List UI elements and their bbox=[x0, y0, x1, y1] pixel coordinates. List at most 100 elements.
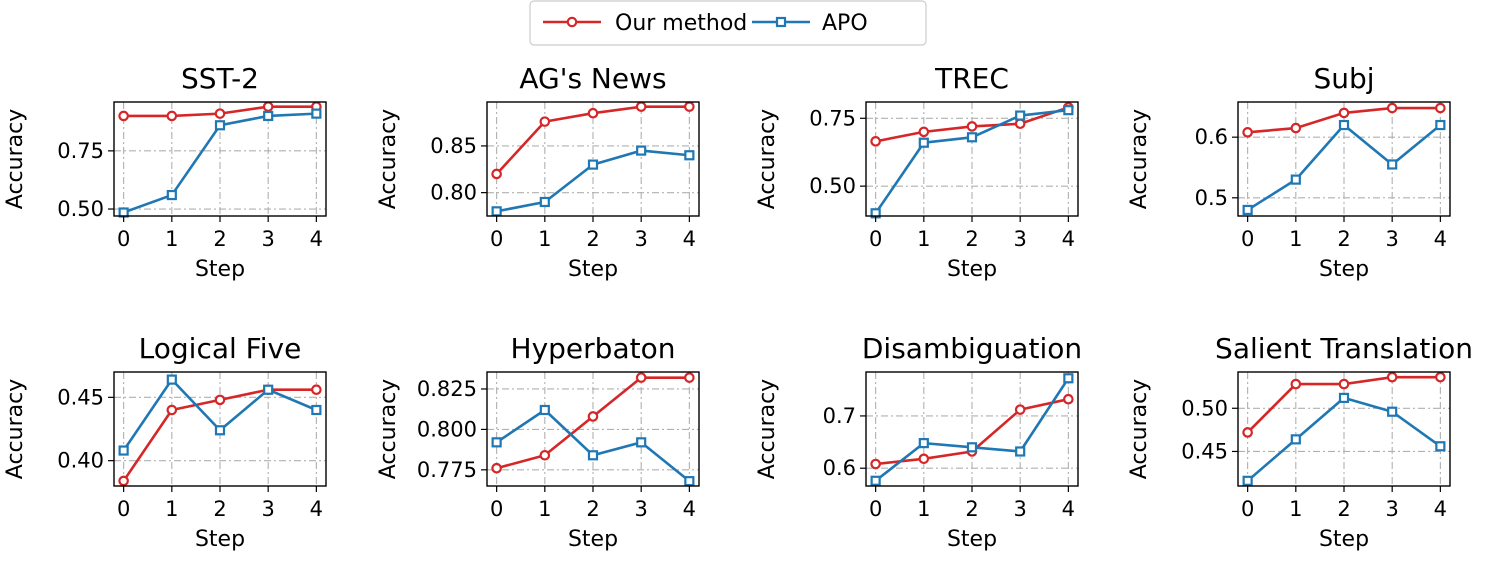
y-tick-label: 0.800 bbox=[417, 417, 477, 441]
y-axis-label: Accuracy bbox=[1127, 109, 1152, 209]
y-tick-label: 0.6 bbox=[823, 456, 856, 480]
data-point bbox=[684, 372, 695, 383]
data-point bbox=[1242, 204, 1253, 216]
x-tick-label: 2 bbox=[965, 497, 978, 521]
legend-label-apo: APO bbox=[822, 11, 868, 36]
data-point bbox=[263, 110, 274, 122]
x-tick-label: 4 bbox=[683, 227, 696, 251]
y-tick-label: 0.85 bbox=[430, 134, 477, 158]
y-axis-label: Accuracy bbox=[3, 109, 28, 209]
subplot-salient-translation: 0 1 2 3 4 0.45 0.50 Salient Translation Step Accu… bbox=[1127, 332, 1473, 552]
data-point bbox=[870, 458, 881, 470]
data-point bbox=[1338, 392, 1350, 404]
x-tick-label: 1 bbox=[538, 227, 551, 251]
data-point bbox=[1435, 371, 1446, 383]
chart-title: Hyperbaton bbox=[511, 332, 676, 365]
data-point bbox=[1063, 373, 1074, 384]
data-point bbox=[587, 450, 599, 461]
x-tick-label: 3 bbox=[634, 227, 647, 251]
data-point bbox=[166, 189, 177, 201]
data-point bbox=[870, 475, 881, 486]
data-point bbox=[918, 438, 929, 449]
subplot-trec: 0 1 2 3 4 0.50 0.75 TREC Step Accuracy bbox=[755, 62, 1079, 282]
x-tick-label: 1 bbox=[917, 497, 930, 521]
x-tick-label: 2 bbox=[213, 497, 226, 521]
x-tick-label: 0 bbox=[869, 227, 882, 251]
data-point bbox=[1435, 102, 1446, 114]
series-apo bbox=[491, 404, 695, 487]
data-point bbox=[166, 404, 178, 416]
data-point bbox=[1290, 122, 1302, 134]
data-point bbox=[1242, 127, 1253, 138]
x-tick-label: 0 bbox=[117, 227, 130, 251]
x-tick-label: 0 bbox=[117, 497, 130, 521]
data-point bbox=[491, 462, 502, 474]
x-tick-label: 3 bbox=[1013, 497, 1026, 521]
y-tick-label: 0.45 bbox=[1181, 439, 1228, 463]
data-point bbox=[118, 445, 129, 456]
subplot-ag-s-news: 0 1 2 3 4 0.80 0.85 AG's News Step Accuracy bbox=[376, 62, 700, 282]
grid-lines bbox=[114, 102, 326, 216]
x-tick-label: 4 bbox=[310, 497, 323, 521]
data-point bbox=[1242, 427, 1253, 438]
data-point bbox=[1063, 393, 1074, 405]
data-point bbox=[311, 384, 322, 396]
data-point bbox=[118, 475, 129, 487]
data-point bbox=[166, 374, 177, 385]
series-apo bbox=[118, 374, 322, 456]
data-point bbox=[1387, 159, 1398, 170]
data-point bbox=[118, 110, 129, 122]
data-point bbox=[491, 437, 502, 448]
y-tick-label: 0.50 bbox=[1181, 396, 1228, 420]
data-point bbox=[1435, 441, 1446, 452]
data-point bbox=[491, 206, 502, 217]
y-tick-label: 0.75 bbox=[809, 106, 856, 130]
data-point bbox=[263, 384, 274, 395]
x-tick-label: 2 bbox=[965, 227, 978, 251]
x-axis-label: Step bbox=[1319, 257, 1369, 282]
legend: Our method APO bbox=[529, 0, 927, 46]
x-tick-label: 3 bbox=[261, 227, 274, 251]
data-point bbox=[214, 394, 226, 406]
x-tick-label: 4 bbox=[1062, 497, 1075, 521]
chart-title: Salient Translation bbox=[1215, 332, 1473, 365]
chart-title: Subj bbox=[1313, 62, 1374, 95]
grid-lines bbox=[866, 372, 1078, 486]
y-tick-label: 0.45 bbox=[57, 385, 104, 409]
data-point bbox=[311, 108, 322, 119]
data-point bbox=[635, 101, 647, 112]
y-axis-label: Accuracy bbox=[376, 109, 401, 209]
data-point bbox=[1338, 107, 1350, 119]
y-tick-label: 0.40 bbox=[57, 449, 104, 473]
grid-lines bbox=[866, 102, 1078, 216]
series-our-method bbox=[1242, 102, 1446, 138]
x-tick-label: 0 bbox=[490, 497, 503, 521]
data-point bbox=[262, 101, 274, 112]
x-tick-label: 1 bbox=[538, 497, 551, 521]
data-point bbox=[636, 437, 647, 448]
data-point bbox=[966, 132, 978, 143]
data-point bbox=[1014, 118, 1026, 130]
data-point bbox=[166, 110, 178, 122]
y-tick-label: 0.75 bbox=[57, 139, 104, 163]
x-tick-label: 3 bbox=[1013, 227, 1026, 251]
x-axis-label: Step bbox=[195, 257, 245, 282]
x-axis-label: Step bbox=[568, 257, 618, 282]
data-point bbox=[587, 411, 599, 422]
data-point bbox=[539, 196, 550, 208]
legend-entry-our-method: Our method bbox=[543, 11, 747, 36]
series-our-method bbox=[1242, 371, 1446, 438]
legend-frame bbox=[529, 0, 927, 46]
grid-lines bbox=[114, 372, 326, 486]
data-point bbox=[918, 453, 930, 465]
y-tick-label: 0.50 bbox=[57, 197, 104, 221]
data-point bbox=[1386, 371, 1398, 383]
y-tick-label: 0.775 bbox=[417, 458, 477, 482]
data-point bbox=[1063, 105, 1074, 116]
data-point bbox=[311, 404, 322, 416]
x-tick-label: 1 bbox=[165, 227, 178, 251]
data-point bbox=[1014, 404, 1026, 415]
data-point bbox=[684, 476, 695, 487]
x-tick-label: 3 bbox=[1385, 497, 1398, 521]
series-apo bbox=[1242, 392, 1446, 486]
